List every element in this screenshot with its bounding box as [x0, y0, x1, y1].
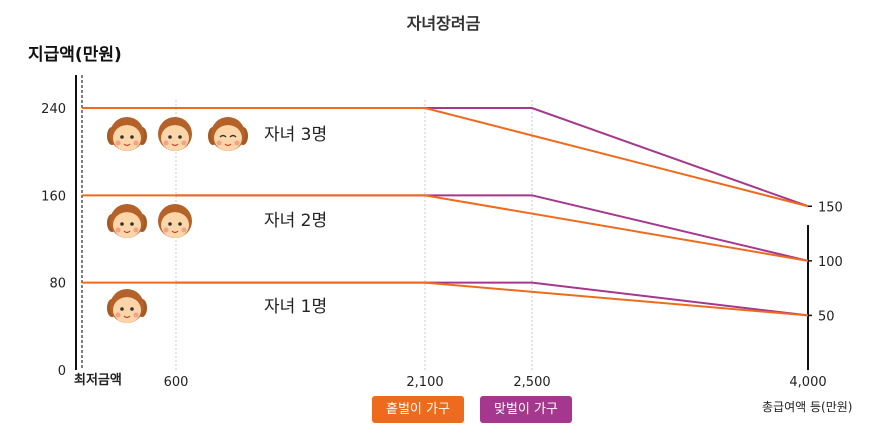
x-tick-label: 2,500 — [513, 375, 550, 390]
legend-dual-income: 맞벌이 가구 — [479, 396, 572, 423]
y-tick-label: 0 — [58, 364, 66, 379]
x-tick-label: 600 — [164, 375, 189, 390]
x-tick-label: 4,000 — [789, 375, 826, 390]
series-line-single — [82, 194, 809, 262]
child-face-icon — [208, 117, 248, 151]
x-tick-label-min: 최저금액 — [74, 373, 122, 388]
x-axis-label: 총급여액 등(만원) — [762, 400, 853, 414]
group-label: 자녀 1명 — [264, 297, 327, 317]
x-tick-label: 2,100 — [406, 375, 443, 390]
group-label: 자녀 2명 — [264, 211, 327, 231]
series-line-dual — [176, 107, 809, 208]
chart-title: 자녀장려금 — [406, 14, 481, 33]
child-face-icon — [158, 117, 192, 151]
legend: 홑벌이 가구 맞벌이 가구 — [372, 396, 572, 423]
y-right-tick-label: 50 — [818, 309, 835, 324]
group-label: 자녀 3명 — [264, 125, 327, 145]
y-tick-label: 160 — [41, 189, 66, 204]
child-face-icon — [158, 204, 192, 238]
series-line-single — [82, 281, 809, 317]
series-line-single — [82, 107, 809, 208]
legend-single-income: 홑벌이 가구 — [372, 396, 464, 423]
y-tick-label: 240 — [41, 102, 66, 117]
child-face-icon — [107, 289, 147, 323]
y-right-tick-label: 150 — [818, 200, 843, 215]
child-face-icon — [107, 117, 147, 151]
child-face-icon — [107, 204, 147, 238]
y-tick-label: 80 — [49, 277, 66, 292]
y-axis-label: 지급액(만원) — [28, 45, 122, 65]
y-right-tick-label: 100 — [818, 255, 843, 270]
